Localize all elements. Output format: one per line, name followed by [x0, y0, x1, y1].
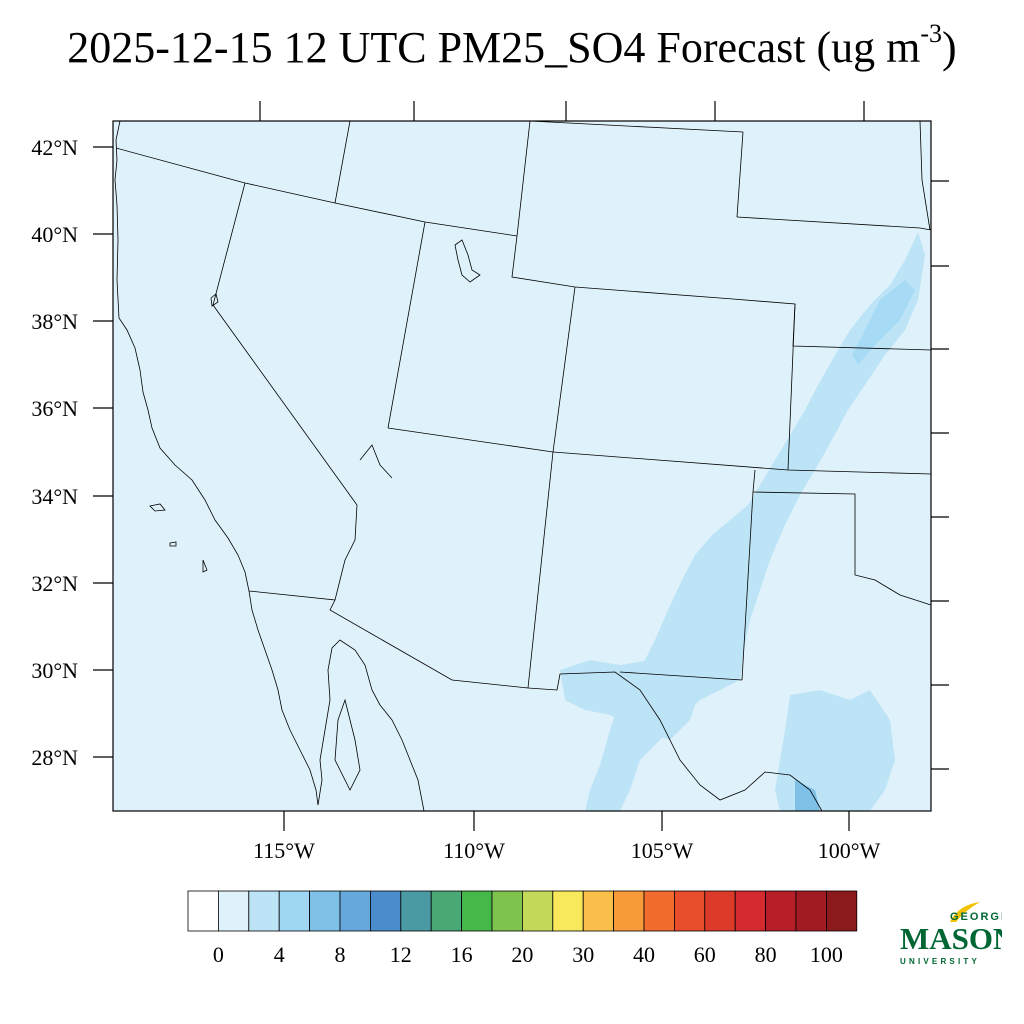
concentration-shading	[560, 232, 925, 811]
lat-label: 38°N	[31, 309, 78, 334]
colorbar-swatch	[339, 890, 371, 932]
colorbar-swatch	[430, 890, 463, 932]
colorbar-swatch	[248, 890, 280, 932]
colorbar-label: 60	[694, 942, 716, 967]
colorbar-swatch	[309, 890, 341, 932]
border-ut-co-north	[511, 235, 734, 300]
colorbar-swatch	[674, 890, 706, 932]
gulf-coastline	[317, 639, 425, 812]
colorbar-swatch	[613, 890, 645, 932]
colorbar-swatch	[400, 890, 432, 932]
colorbar-label: 4	[274, 942, 285, 967]
lat-label: 28°N	[31, 745, 78, 770]
lat-label: 30°N	[31, 658, 78, 683]
map-frame	[112, 120, 932, 812]
border-az-nm	[527, 451, 554, 689]
colorbar-label: 0	[213, 942, 224, 967]
baja-interior	[334, 698, 361, 791]
colorbar-swatch	[765, 890, 797, 932]
lat-label: 34°N	[31, 484, 78, 509]
border-tx-west	[619, 671, 743, 681]
boundaries	[114, 120, 932, 812]
colorbar-label: 40	[633, 942, 655, 967]
latitude-labels: 42°N 40°N 38°N 36°N 34°N 32°N 30°N 28°N	[31, 135, 78, 770]
colorbar-label: 30	[572, 942, 594, 967]
lat-label: 42°N	[31, 135, 78, 160]
border-id-nv	[334, 120, 351, 204]
gmu-logo: GEORGE MASON UNIVERSITY	[900, 902, 1002, 966]
colorbar-swatch	[582, 890, 615, 932]
border-wy-sd	[736, 131, 744, 218]
colorbar-swatch	[734, 890, 767, 932]
colorbar-label: 20	[511, 942, 533, 967]
title-suffix: )	[942, 23, 957, 72]
border-id-wy	[516, 120, 531, 237]
pacific-coastline	[114, 120, 319, 806]
colorbar-swatch	[552, 890, 584, 932]
lake-mead	[359, 444, 393, 479]
top-ticks	[259, 101, 865, 121]
border-37n	[387, 427, 932, 475]
plume-region-3	[560, 660, 700, 740]
logo-mason: MASON	[900, 921, 1002, 956]
colorbar-label: 12	[390, 942, 412, 967]
lon-label: 100°W	[818, 838, 881, 863]
colorbar-swatch	[522, 890, 554, 932]
lon-label: 115°W	[253, 838, 315, 863]
island-2	[169, 541, 177, 547]
lon-label: 105°W	[631, 838, 694, 863]
left-ticks	[93, 146, 113, 758]
colorbar-swatch	[217, 890, 250, 932]
colorbar-swatch	[491, 890, 523, 932]
longitude-labels: 115°W 110°W 105°W 100°W	[253, 838, 880, 863]
colorbar-label: 8	[335, 942, 346, 967]
us-mexico-border	[248, 590, 823, 812]
logo-university: UNIVERSITY	[900, 957, 980, 966]
title-text: 2025-12-15 12 UTC PM25_SO4 Forecast (ug …	[67, 23, 921, 72]
lon-label: 110°W	[443, 838, 505, 863]
lat-label: 40°N	[31, 222, 78, 247]
great-salt-lake	[454, 239, 481, 283]
title-superscript: -3	[920, 19, 943, 49]
plume-core-2	[795, 780, 820, 811]
border-nv-ut	[387, 221, 426, 429]
logo-george: GEORGE	[950, 911, 1002, 923]
bottom-ticks	[283, 811, 850, 831]
colorbar-swatch	[704, 890, 736, 932]
border-mt-wy	[529, 120, 744, 133]
colorbar-swatch	[461, 890, 493, 932]
colorbar-swatch	[369, 890, 402, 932]
border-ut-co	[552, 286, 576, 453]
colorbar-label: 80	[755, 942, 777, 967]
colorbar-swatch	[826, 890, 858, 932]
island-3	[202, 559, 208, 573]
colorbar-label: 16	[451, 942, 473, 967]
colorado-river	[334, 504, 358, 601]
logo-flame	[950, 902, 980, 922]
colorbar-swatch	[795, 890, 827, 932]
colorbar-swatch	[278, 890, 311, 932]
lat-label: 32°N	[31, 571, 78, 596]
border-ok-tx	[752, 491, 932, 606]
map-title: 2025-12-15 12 UTC PM25_SO4 Forecast (ug …	[0, 19, 1024, 73]
plume-region-2	[775, 690, 895, 811]
plume-region-1	[585, 232, 925, 811]
colorbar-swatch	[187, 890, 219, 932]
border-sd-ne	[736, 216, 932, 231]
plume-core-1	[852, 280, 915, 365]
colorbar-swatch	[643, 890, 675, 932]
colorbar	[187, 890, 858, 932]
colorbar-labels: 0 4 8 12 16 20 30 40 60 80 100	[213, 942, 843, 967]
lat-label: 36°N	[31, 396, 78, 421]
colorbar-label: 100	[810, 942, 843, 967]
island-1	[149, 503, 166, 512]
lake-tahoe	[210, 293, 219, 307]
border-co-ks	[787, 303, 796, 471]
border-nd-sd	[919, 120, 931, 231]
right-ticks	[931, 180, 949, 770]
